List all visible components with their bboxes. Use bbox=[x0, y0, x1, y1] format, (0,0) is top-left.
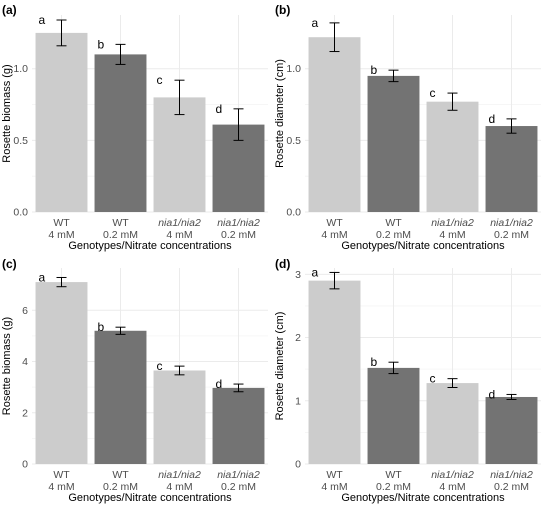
x-tick-label-nitrate: 4 mM bbox=[48, 229, 74, 241]
bar bbox=[153, 97, 206, 212]
y-tick-label: 4 bbox=[22, 356, 28, 368]
x-tick-label-nitrate: 0.2 mM bbox=[103, 229, 138, 241]
x-tick-label-nitrate: 4 mM bbox=[439, 481, 465, 493]
x-tick-label-nitrate: 0.2 mM bbox=[221, 481, 256, 493]
bar bbox=[212, 387, 265, 464]
x-axis-title: Genotypes/Nitrate concentrations bbox=[68, 240, 232, 252]
x-tick-label-nitrate: 0.2 mM bbox=[494, 481, 529, 493]
y-tick-label: 2 bbox=[22, 407, 28, 419]
bar bbox=[426, 101, 479, 212]
x-tick-label-nitrate: 4 mM bbox=[321, 481, 347, 493]
bar bbox=[35, 282, 88, 464]
significance-letter: b bbox=[371, 355, 378, 369]
x-axis-title: Genotypes/Nitrate concentrations bbox=[68, 492, 232, 504]
bar bbox=[485, 126, 538, 212]
y-tick-label: 0 bbox=[295, 459, 301, 471]
y-tick-label: 6 bbox=[22, 305, 28, 317]
x-tick-label-genotype: WT bbox=[326, 469, 343, 481]
bar bbox=[94, 54, 147, 213]
y-axis-title: Rosette biomass (g) bbox=[1, 64, 13, 162]
x-tick-label-genotype: nia1/nia2 bbox=[490, 217, 533, 229]
y-tick-label: 1.0 bbox=[13, 63, 28, 75]
significance-letter: c bbox=[157, 73, 163, 87]
panel-label: (c) bbox=[2, 257, 17, 271]
x-tick-label-nitrate: 0.2 mM bbox=[221, 229, 256, 241]
x-axis-title: Genotypes/Nitrate concentrations bbox=[341, 492, 505, 504]
x-tick-label-genotype: WT bbox=[112, 217, 129, 229]
y-tick-label: 2 bbox=[295, 332, 301, 344]
x-tick-label-nitrate: 0.2 mM bbox=[103, 481, 138, 493]
x-tick-label-genotype: nia1/nia2 bbox=[217, 217, 260, 229]
x-tick-label-genotype: WT bbox=[53, 217, 70, 229]
y-tick-label: 1 bbox=[295, 395, 301, 407]
x-tick-label-genotype: WT bbox=[112, 469, 129, 481]
x-tick-label-nitrate: 0.2 mM bbox=[494, 229, 529, 241]
bar bbox=[485, 396, 538, 464]
y-tick-label: 0 bbox=[22, 459, 28, 471]
bar bbox=[367, 75, 420, 213]
x-tick-label-nitrate: 4 mM bbox=[166, 481, 192, 493]
bar bbox=[94, 330, 147, 464]
x-tick-label-genotype: WT bbox=[385, 469, 402, 481]
panel-label: (d) bbox=[275, 257, 290, 271]
significance-letter: a bbox=[39, 13, 46, 27]
significance-letter: d bbox=[489, 112, 496, 126]
y-tick-label: 3 bbox=[295, 269, 301, 281]
x-tick-label-genotype: WT bbox=[385, 217, 402, 229]
significance-letter: c bbox=[157, 359, 163, 373]
x-tick-label-nitrate: 4 mM bbox=[48, 481, 74, 493]
significance-letter: b bbox=[371, 63, 378, 77]
y-axis-title: Rosette diameter (cm) bbox=[274, 59, 286, 168]
significance-letter: d bbox=[216, 102, 223, 116]
significance-letter: c bbox=[430, 86, 436, 100]
y-axis-title: Rosette biomass (g) bbox=[1, 317, 13, 415]
bar bbox=[426, 383, 479, 464]
bar bbox=[308, 37, 361, 212]
significance-letter: b bbox=[98, 37, 105, 51]
x-tick-label-nitrate: 4 mM bbox=[439, 229, 465, 241]
x-tick-label-genotype: WT bbox=[326, 217, 343, 229]
significance-letter: d bbox=[489, 387, 496, 401]
x-tick-label-genotype: nia1/nia2 bbox=[217, 469, 260, 481]
bar bbox=[308, 280, 361, 464]
y-tick-label: 0.0 bbox=[286, 207, 301, 219]
significance-letter: b bbox=[98, 320, 105, 334]
y-tick-label: 0.0 bbox=[13, 207, 28, 219]
x-axis-title: Genotypes/Nitrate concentrations bbox=[341, 240, 505, 252]
significance-letter: d bbox=[216, 377, 223, 391]
bar bbox=[153, 370, 206, 464]
y-tick-label: 0.5 bbox=[286, 135, 301, 147]
x-tick-label-genotype: nia1/nia2 bbox=[490, 469, 533, 481]
x-tick-label-nitrate: 4 mM bbox=[321, 229, 347, 241]
significance-letter: a bbox=[39, 270, 46, 284]
x-tick-label-nitrate: 0.2 mM bbox=[376, 229, 411, 241]
y-tick-label: 1.0 bbox=[286, 63, 301, 75]
x-tick-label-genotype: WT bbox=[53, 469, 70, 481]
bar bbox=[367, 367, 420, 464]
panel-label: (b) bbox=[275, 3, 290, 17]
bar bbox=[35, 32, 88, 213]
x-tick-label-genotype: nia1/nia2 bbox=[431, 469, 474, 481]
x-tick-label-genotype: nia1/nia2 bbox=[158, 217, 201, 229]
x-tick-label-nitrate: 4 mM bbox=[166, 229, 192, 241]
panel-label: (a) bbox=[2, 3, 17, 17]
significance-letter: a bbox=[312, 16, 319, 30]
x-tick-label-nitrate: 0.2 mM bbox=[376, 481, 411, 493]
x-tick-label-genotype: nia1/nia2 bbox=[431, 217, 474, 229]
significance-letter: a bbox=[312, 265, 319, 279]
x-tick-label-genotype: nia1/nia2 bbox=[158, 469, 201, 481]
y-tick-label: 0.5 bbox=[13, 135, 28, 147]
significance-letter: c bbox=[430, 372, 436, 386]
y-axis-title: Rosette diameter (cm) bbox=[274, 312, 286, 421]
